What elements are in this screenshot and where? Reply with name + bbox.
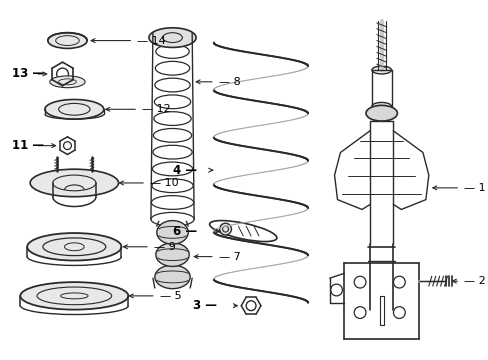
Text: 3 —: 3 —	[192, 299, 216, 312]
Text: — 5: — 5	[160, 291, 181, 301]
Text: — 9: — 9	[154, 242, 175, 252]
Text: 11 —: 11 —	[13, 139, 44, 152]
Ellipse shape	[365, 105, 397, 121]
Text: — 12: — 12	[142, 104, 170, 114]
Ellipse shape	[27, 233, 121, 261]
Text: — 10: — 10	[150, 178, 178, 188]
Ellipse shape	[149, 28, 196, 48]
Ellipse shape	[30, 169, 118, 197]
Text: 13 —: 13 —	[13, 67, 44, 80]
Ellipse shape	[371, 66, 391, 74]
Ellipse shape	[20, 282, 128, 310]
Ellipse shape	[371, 103, 391, 110]
Ellipse shape	[48, 33, 87, 48]
Text: — 14: — 14	[137, 36, 165, 46]
Ellipse shape	[157, 221, 188, 244]
Text: — 2: — 2	[463, 276, 485, 286]
Ellipse shape	[45, 99, 103, 119]
Text: — 1: — 1	[463, 183, 485, 193]
Ellipse shape	[155, 265, 190, 289]
Text: — 8: — 8	[218, 77, 240, 87]
Text: 6 —: 6 —	[173, 225, 197, 238]
Ellipse shape	[50, 76, 85, 88]
Ellipse shape	[156, 243, 189, 266]
Text: — 7: — 7	[218, 252, 240, 262]
Circle shape	[219, 223, 231, 235]
Text: 4 —: 4 —	[173, 164, 197, 177]
